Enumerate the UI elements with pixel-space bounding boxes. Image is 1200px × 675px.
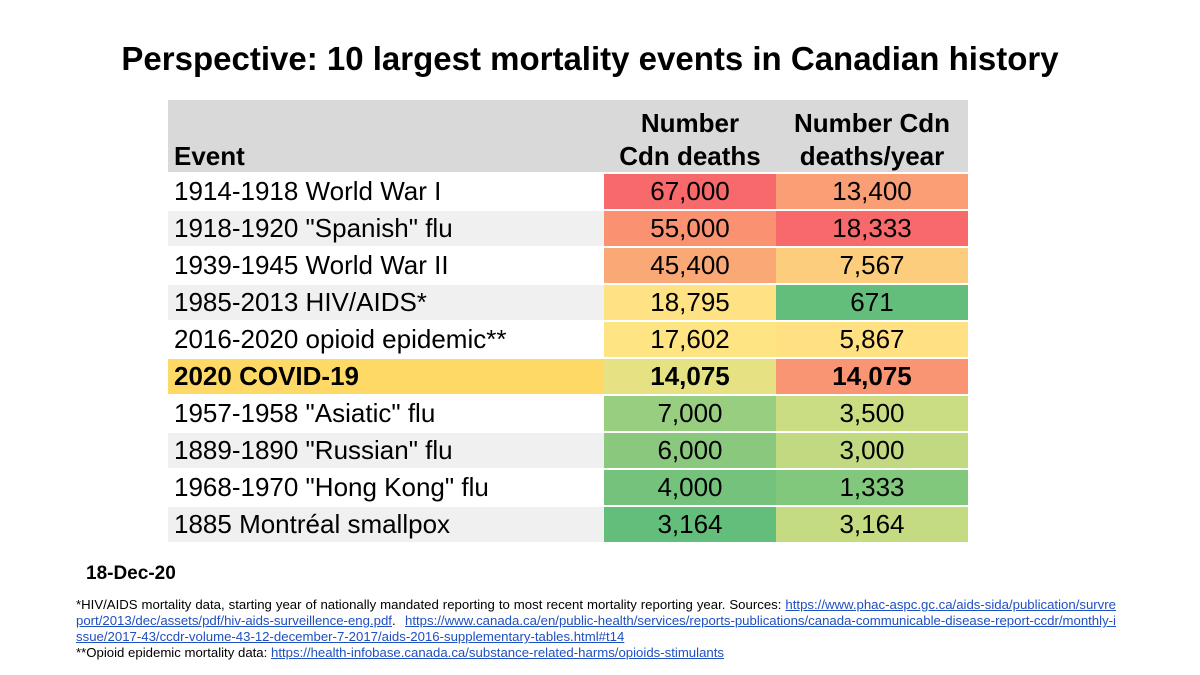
deaths-per-year-cell: 18,333 [776,211,968,246]
deaths-cell: 45,400 [604,248,776,283]
header-event: Event [168,100,604,172]
table-row: 1957-1958 "Asiatic" flu 7,000 3,500 [168,396,968,431]
deaths-per-year-cell: 14,075 [776,359,968,394]
event-cell: 1885 Montréal smallpox [168,507,604,542]
header-row: Event Number Cdn deaths Number Cdn deaths/… [168,100,968,172]
event-cell: 1968-1970 "Hong Kong" flu [174,472,489,502]
source-link-phac[interactable]: https://www.phac-aspc.gc.ca/aids-sida/pu… [76,597,1116,628]
event-cell: 2016-2020 opioid epidemic** [174,324,507,354]
deaths-per-year-cell: 7,567 [776,248,968,283]
mortality-table: Event Number Cdn deaths Number Cdn deaths/… [168,98,968,544]
footnotes: *HIV/AIDS mortality data, starting year … [76,597,1116,661]
table-row: 1918-1920 "Spanish" flu 55,000 18,333 [168,211,968,246]
table-row: 1914-1918 World War I 67,000 13,400 [168,174,968,209]
deaths-cell: 67,000 [604,174,776,209]
table-row: 1889-1890 "Russian" flu 6,000 3,000 [168,433,968,468]
deaths-per-year-cell: 3,500 [776,396,968,431]
deaths-cell: 7,000 [604,396,776,431]
event-cell: 1985-2013 HIV/AIDS* [168,285,604,320]
deaths-cell: 55,000 [604,211,776,246]
event-cell: 1889-1890 "Russian" flu [168,433,604,468]
deaths-cell: 3,164 [604,507,776,542]
deaths-per-year-cell: 13,400 [776,174,968,209]
table-row: 1939-1945 World War II 45,400 7,567 [168,248,968,283]
table-row: 2020 COVID-19 14,075 14,075 [168,359,968,394]
table-row: 1885 Montréal smallpox 3,164 3,164 [168,507,968,542]
deaths-cell: 6,000 [604,433,776,468]
deaths-per-year-cell: 5,867 [776,322,968,357]
date-label: 18-Dec-20 [86,563,176,584]
deaths-per-year-cell: 671 [776,285,968,320]
deaths-cell: 18,795 [604,285,776,320]
footnote-opioid: **Opioid epidemic mortality data: https:… [76,645,725,660]
event-cell: 1914-1918 World War I [174,176,442,206]
footnote-hiv: *HIV/AIDS mortality data, starting year … [76,597,1116,644]
event-cell: 1918-1920 "Spanish" flu [168,211,604,246]
header-deaths-per-year: Number Cdn deaths/year [776,100,968,172]
table-row: 2016-2020 opioid epidemic** 17,602 5,867 [168,322,968,357]
table-row: 1985-2013 HIV/AIDS* 18,795 671 [168,285,968,320]
header-number-deaths: Number Cdn deaths [604,100,776,172]
event-cell: 1957-1958 "Asiatic" flu [174,398,436,428]
deaths-cell: 14,075 [604,359,776,394]
deaths-per-year-cell: 3,164 [776,507,968,542]
event-cell: 2020 COVID-19 [168,359,604,394]
table-row: 1968-1970 "Hong Kong" flu 4,000 1,333 [168,470,968,505]
deaths-cell: 4,000 [604,470,776,505]
table-body: 1914-1918 World War I 67,000 13,400 1918-19… [168,174,968,542]
deaths-per-year-cell: 1,333 [776,470,968,505]
chart-title: Perspective: 10 largest mortality events… [121,40,1059,77]
deaths-cell: 17,602 [604,322,776,357]
event-cell: 1939-1945 World War II [174,250,449,280]
source-link-ccdr[interactable]: https://www.canada.ca/en/public-health/s… [76,613,1116,644]
source-link-health-infobase[interactable]: https://health-infobase.canada.ca/substa… [270,645,725,660]
deaths-per-year-cell: 3,000 [776,433,968,468]
